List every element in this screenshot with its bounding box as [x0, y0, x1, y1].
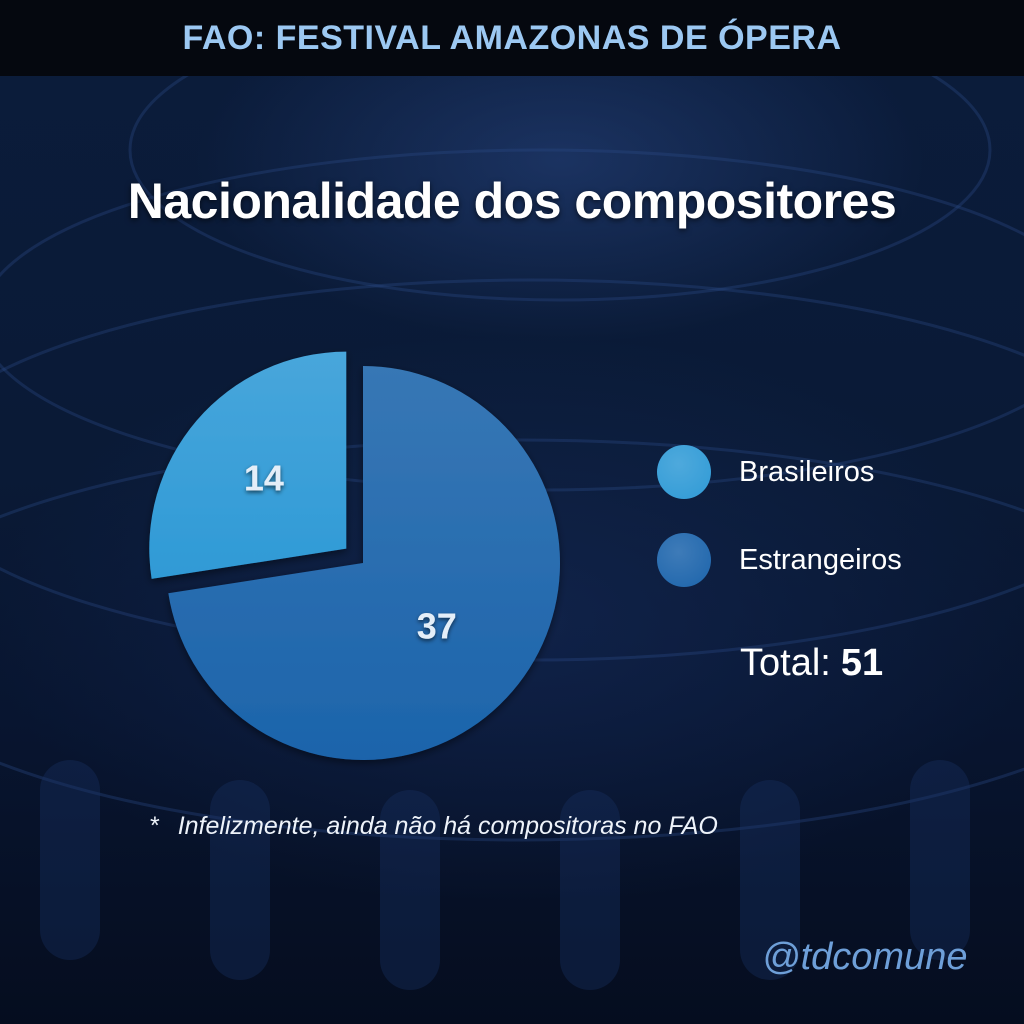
header-title: FAO: FESTIVAL AMAZONAS DE ÓPERA [182, 18, 842, 57]
chart-title: Nacionalidade dos compositores [127, 173, 897, 229]
legend-swatch-estrangeiros [657, 533, 711, 587]
pie-slice-brasileiros [149, 351, 347, 579]
total-label: Total: [740, 642, 831, 684]
social-handle: @tdcomune [762, 936, 968, 978]
footnote-text: Infelizmente, ainda não há compositoras … [177, 812, 718, 840]
legend-item-brasileiros: Brasileiros [657, 444, 902, 500]
footnote: * Infelizmente, ainda não há compositoras… [150, 812, 718, 841]
pie-slice-estrangeiros [168, 365, 560, 760]
legend-label-estrangeiros: Estrangeiros [739, 543, 902, 576]
pie-label-brasileiros: 14 [244, 458, 284, 499]
header-bar: FAO: FESTIVAL AMAZONAS DE ÓPERA [0, 0, 1024, 76]
footnote-marker: * [150, 812, 160, 840]
pie-label-estrangeiros: 37 [417, 606, 457, 647]
legend-item-estrangeiros: Estrangeiros [657, 532, 902, 588]
legend-label-brasileiros: Brasileiros [739, 455, 875, 488]
total-count: Total: 51 [740, 642, 883, 685]
legend: Brasileiros Estrangeiros [657, 444, 902, 620]
legend-swatch-brasileiros [657, 445, 711, 499]
total-value: 51 [840, 642, 884, 684]
